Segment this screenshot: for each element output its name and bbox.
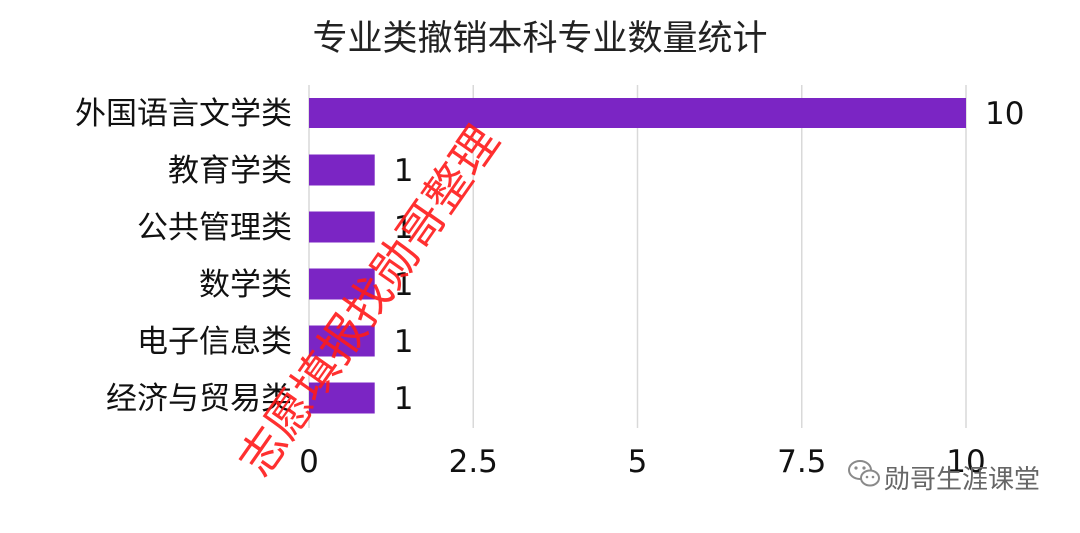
data-label: 1 (394, 324, 414, 360)
wechat-icon (848, 460, 880, 487)
bar (309, 268, 375, 300)
x-tick-label: 0 (299, 444, 319, 480)
category-label: 数学类 (199, 267, 292, 303)
data-label: 10 (985, 96, 1024, 132)
bar (309, 98, 966, 128)
x-tick-label: 7.5 (777, 444, 826, 480)
bar (309, 382, 375, 414)
data-label: 1 (394, 153, 414, 189)
gridlines (308, 85, 967, 428)
category-label: 公共管理类 (137, 210, 292, 246)
bar (309, 211, 375, 243)
data-labels: 10 1 1 1 1 1 (394, 96, 1025, 417)
x-tick-label: 5 (628, 444, 648, 480)
bar (309, 154, 375, 186)
bar (309, 325, 375, 357)
category-label: 经济与贸易类 (106, 381, 292, 417)
x-axis-tick-labels: 0 2.5 5 7.5 10 (299, 444, 986, 480)
bars (309, 98, 966, 414)
category-label: 教育学类 (168, 153, 292, 189)
x-tick-label: 2.5 (449, 444, 498, 480)
data-label: 1 (394, 381, 414, 417)
brand-logo: 勋哥生涯课堂 (848, 460, 1040, 495)
brand-text: 勋哥生涯课堂 (884, 465, 1040, 495)
category-label: 电子信息类 (137, 324, 292, 360)
data-label: 1 (394, 267, 414, 303)
chart-title: 专业类撤销本科专业数量统计 (312, 19, 767, 59)
x-tick-label: 10 (946, 444, 985, 480)
data-label: 1 (394, 210, 414, 246)
category-label: 外国语言文学类 (75, 96, 292, 132)
